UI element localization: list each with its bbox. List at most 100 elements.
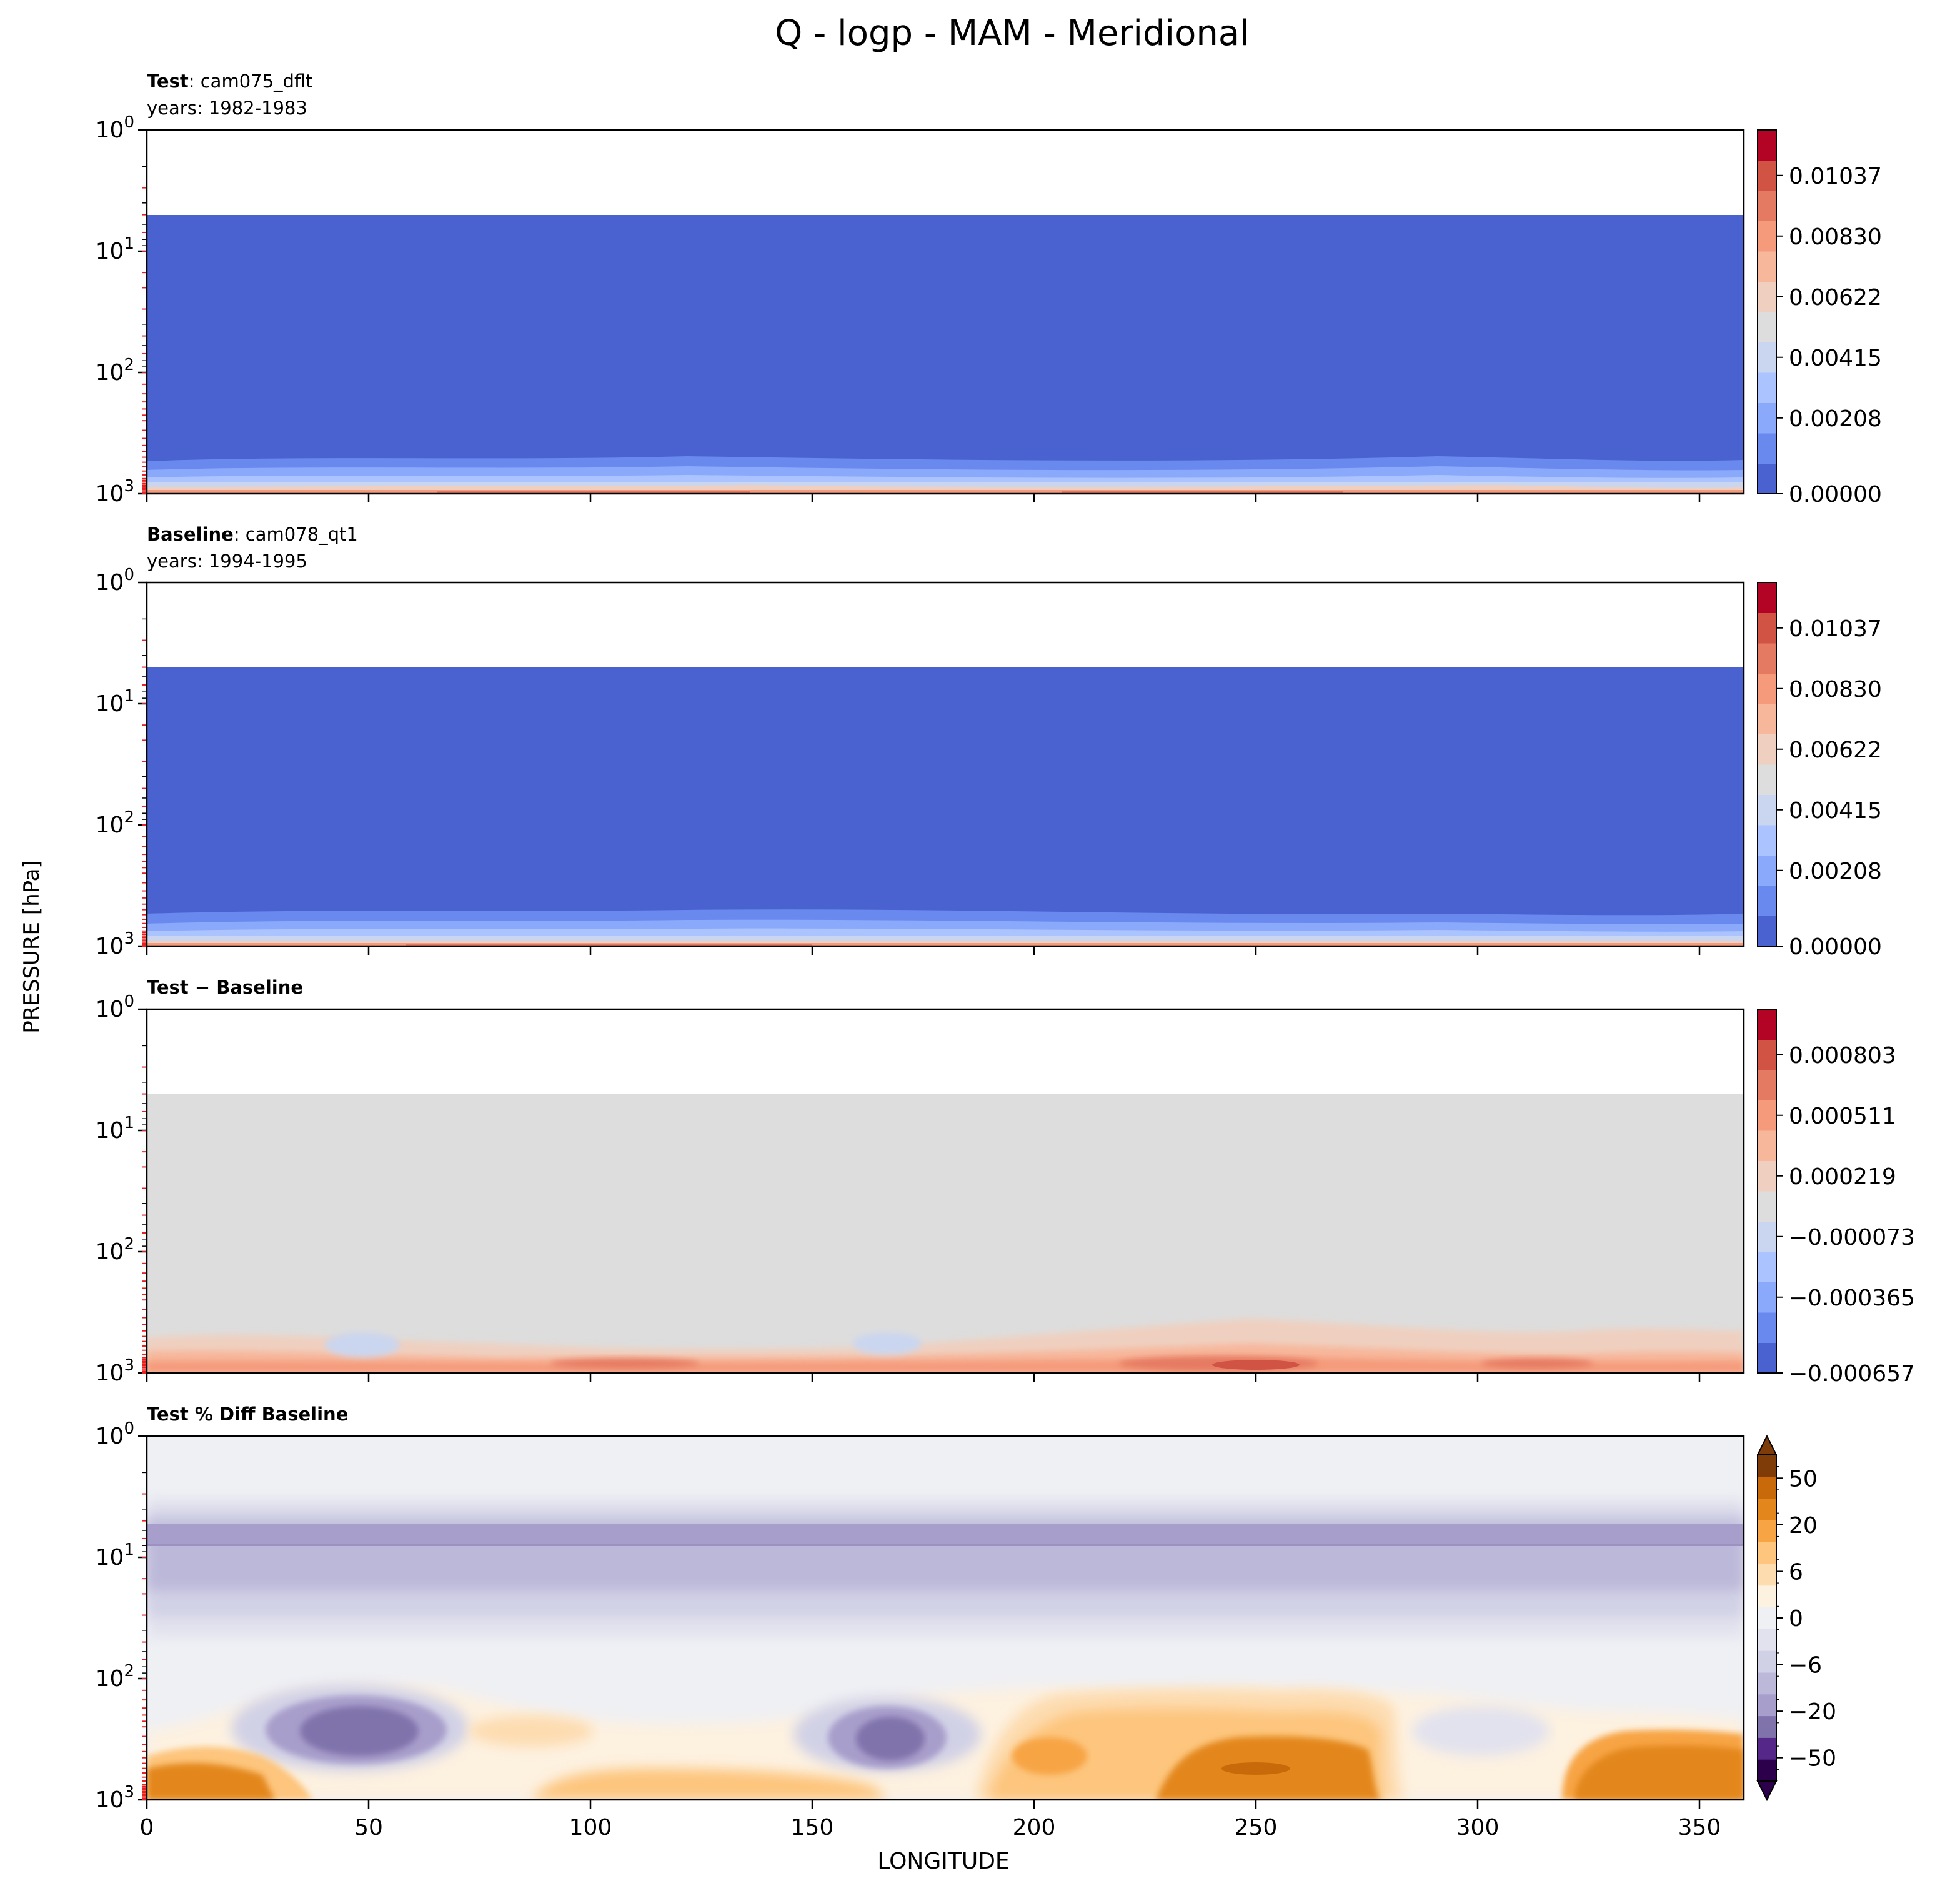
colorbar-segment [1758, 1100, 1776, 1131]
colorbar-segment [1758, 734, 1776, 765]
x-axis-label: LONGITUDE [877, 1849, 1009, 1874]
panel-test-yaxis: 100 101 102 103 [96, 113, 147, 507]
colorbar-frame [1757, 129, 1777, 494]
y-axis-label: PRESSURE [hPa] [19, 860, 44, 1033]
colorbar-tick-label: 0.000803 [1789, 1043, 1896, 1069]
panel-pctdiff: Test % Diff Baseline [96, 1404, 1836, 1840]
panel-test-title-rest: : cam075_dflt [189, 71, 313, 92]
colorbar-segment [1758, 673, 1776, 704]
colorbar-segment [1758, 130, 1776, 161]
colorbar-segment [1758, 1252, 1776, 1282]
colorbar-segment [1758, 612, 1776, 644]
colorbar-segment [1758, 160, 1776, 191]
colorbar-frame [1757, 582, 1777, 947]
colorbar-tick-label: 50 [1789, 1466, 1818, 1492]
colorbar-tick-label: 0.00622 [1789, 737, 1882, 763]
figure-title: Q - logp - MAM - Meridional [775, 13, 1249, 54]
colorbar-segment [1758, 342, 1776, 373]
y-tick-label: 103 [96, 1356, 134, 1386]
panel-diff-colorbar: −0.000657 −0.000365 −0.000073 0.000219 0.000… [1757, 1009, 1915, 1387]
panel-baseline-frame [146, 581, 1745, 947]
panel-test-field [147, 130, 1744, 494]
y-tick-label: 102 [96, 1235, 134, 1265]
x-tick-label: 350 [1678, 1815, 1721, 1840]
panel-diff-yaxis: 100 101 102 103 [96, 992, 147, 1386]
y-tick-label: 101 [96, 687, 134, 717]
panel-diff-field [147, 1009, 1744, 1373]
colorbar-segment [1758, 886, 1776, 916]
y-tick-label: 102 [96, 356, 134, 386]
colorbar-segment [1758, 1191, 1776, 1222]
colorbar-tick-label: 6 [1789, 1559, 1803, 1585]
colorbar-segment [1758, 1542, 1776, 1564]
colorbar-tick-label: 0.00415 [1789, 798, 1882, 824]
colorbar-segment [1758, 1564, 1776, 1586]
y-tick-label: 100 [96, 566, 134, 596]
panel-baseline-title: Baseline: cam078_qt1 [147, 524, 358, 545]
colorbar-segment [1758, 1282, 1776, 1313]
colorbar-tick-label: −50 [1789, 1746, 1836, 1772]
panel-pctdiff-yaxis: 100 101 102 103 [96, 1419, 147, 1813]
colorbar-tick-label: 0.00830 [1789, 677, 1882, 702]
colorbar-tick-label: 0 [1789, 1606, 1803, 1632]
colorbar-tick-label: 20 [1789, 1513, 1818, 1539]
panel-test-frame [146, 129, 1745, 495]
panel-diff-xaxis [146, 1373, 1701, 1382]
x-tick-label: 250 [1235, 1815, 1278, 1840]
colorbar-tick-label: 0.01037 [1789, 616, 1882, 642]
colorbar-segment [1758, 704, 1776, 734]
x-tick-label: 300 [1456, 1815, 1500, 1840]
colorbar-segment [1758, 1476, 1776, 1499]
colorbar-tick-label: −20 [1789, 1699, 1836, 1725]
panel-pctdiff-xaxis: 0 50 100 150 200 250 300 350 [140, 1800, 1721, 1840]
x-tick-label: 100 [569, 1815, 612, 1840]
panel-test-title-bold: Test [147, 71, 189, 92]
x-tick-label: 200 [1013, 1815, 1056, 1840]
y-tick-label: 102 [96, 1662, 134, 1692]
colorbar-tick-label: 0.01037 [1789, 164, 1882, 189]
panel-baseline-title-rest: : cam078_qt1 [234, 524, 358, 545]
colorbar-segment [1758, 1629, 1776, 1651]
colorbar-segment [1758, 433, 1776, 464]
colorbar-tick-label: 0.00830 [1789, 224, 1882, 250]
colorbar-segment [1758, 1312, 1776, 1343]
colorbar-segment [1758, 221, 1776, 252]
x-tick-label: 50 [354, 1815, 383, 1840]
panel-baseline-yaxis: 100 101 102 103 [96, 566, 147, 959]
y-tick-label: 100 [96, 113, 134, 143]
panel-pctdiff-colorbar: −50 −20 −6 0 6 20 50 [1756, 1434, 1836, 1802]
colorbar-segment [1758, 643, 1776, 674]
y-tick-label: 102 [96, 808, 134, 838]
panel-test-subtitle: years: 1982-1983 [147, 97, 307, 119]
colorbar-segment [1758, 1520, 1776, 1542]
y-tick-label: 103 [96, 477, 134, 507]
colorbar-segment [1758, 1607, 1776, 1629]
y-tick-label: 100 [96, 1419, 134, 1449]
colorbar-segment [1758, 402, 1776, 434]
y-tick-label: 100 [96, 992, 134, 1022]
colorbar-segment [1758, 794, 1776, 826]
colorbar-tick-label: −6 [1789, 1653, 1822, 1679]
colorbar-segment [1758, 372, 1776, 403]
panel-baseline-title-bold: Baseline [147, 524, 234, 545]
y-tick-label: 101 [96, 234, 134, 264]
colorbar-tick-label: −0.000365 [1789, 1285, 1915, 1311]
colorbar-tick-label: 0.00208 [1789, 406, 1882, 432]
colorbar-segment [1758, 312, 1776, 342]
colorbar-tick-label: −0.000657 [1789, 1361, 1915, 1387]
colorbar-segment [1758, 1009, 1776, 1040]
panel-baseline-field [147, 582, 1744, 946]
panel-diff-title: Test − Baseline [147, 977, 303, 998]
colorbar-tick-label: 0.000511 [1789, 1104, 1896, 1129]
colorbar-segment [1758, 281, 1776, 312]
colorbar-segment [1758, 1585, 1776, 1608]
colorbar-frame [1757, 1009, 1777, 1374]
colorbar-segment [1758, 1221, 1776, 1252]
colorbar-segment [1758, 825, 1776, 856]
panel-diff-frame [146, 1008, 1745, 1374]
colorbar-segment [1758, 1130, 1776, 1161]
colorbar-segment [1758, 1342, 1776, 1374]
colorbar-segment [1758, 582, 1776, 613]
colorbar-segment [1758, 1715, 1776, 1738]
